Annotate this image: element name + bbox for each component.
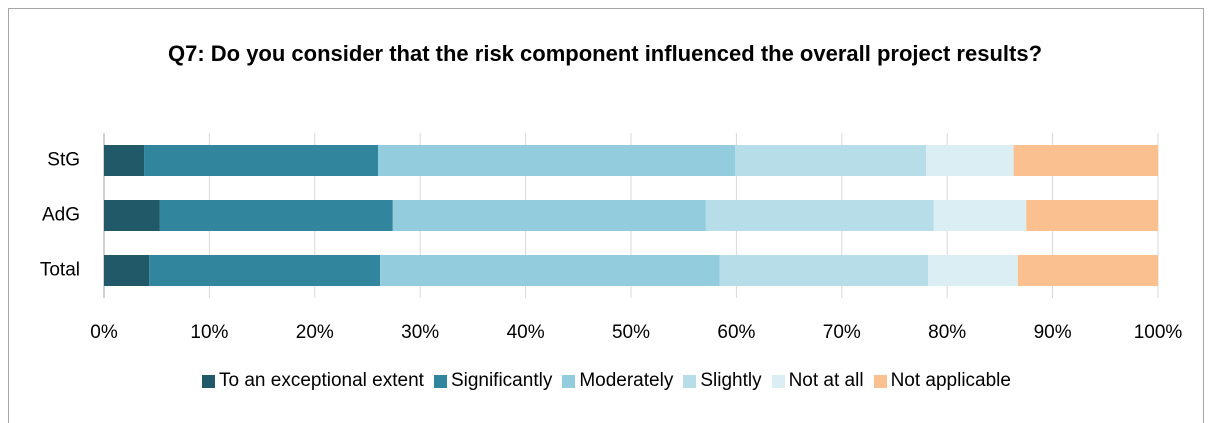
x-tick-label: 90% — [1034, 322, 1072, 343]
y-tick-label: AdG — [42, 205, 80, 226]
bar-segment — [1026, 200, 1158, 231]
bar-segment — [933, 200, 1027, 231]
bar-segment — [719, 255, 929, 286]
legend-label: To an exceptional extent — [219, 370, 424, 391]
bar-segment — [735, 145, 927, 176]
y-tick-label: Total — [40, 260, 80, 281]
x-tick-label: 70% — [823, 322, 861, 343]
legend-item: Not applicable — [873, 370, 1011, 392]
legend-swatch — [562, 374, 576, 388]
x-tick-label: 60% — [717, 322, 755, 343]
bar-segment — [928, 255, 1018, 286]
bar-segment — [104, 255, 150, 286]
legend-swatch — [683, 374, 697, 388]
legend-item: Significantly — [433, 370, 553, 392]
legend-swatch — [202, 374, 216, 388]
legend-swatch — [433, 374, 447, 388]
bar-segment — [926, 145, 1014, 176]
legend-swatch — [873, 374, 887, 388]
x-tick-label: 10% — [190, 322, 228, 343]
x-tick-label: 0% — [90, 322, 118, 343]
x-tick-label: 20% — [296, 322, 334, 343]
bar-segment — [104, 145, 145, 176]
legend-label: Not applicable — [890, 370, 1011, 391]
bar-segment — [104, 200, 160, 231]
legend-label: Slightly — [700, 370, 762, 391]
legend-label: Moderately — [579, 370, 674, 391]
bar-segment — [159, 200, 393, 231]
legend: To an exceptional extent Significantly Mod… — [0, 370, 1213, 392]
bar-segment — [144, 145, 379, 176]
x-tick-label: 30% — [401, 322, 439, 343]
legend-item: Not at all — [771, 370, 864, 392]
y-tick-label: StG — [47, 150, 80, 171]
x-tick-label: 80% — [928, 322, 966, 343]
legend-item: To an exceptional extent — [202, 370, 424, 392]
bar-segment — [705, 200, 934, 231]
chart-frame — [8, 8, 1204, 423]
bar-segment — [149, 255, 381, 286]
bar-segment — [1017, 255, 1158, 286]
legend-item: Moderately — [562, 370, 673, 392]
x-tick-label: 50% — [612, 322, 650, 343]
bar-segment — [392, 200, 706, 231]
legend-label: Significantly — [450, 370, 553, 391]
x-tick-label: 40% — [507, 322, 545, 343]
legend-label: Not at all — [788, 370, 864, 391]
legend-item: Slightly — [683, 370, 762, 392]
bar-segment — [1013, 145, 1158, 176]
x-tick-label: 100% — [1134, 322, 1183, 343]
chart-title: Q7: Do you consider that the risk compon… — [167, 41, 1043, 66]
bar-segment — [380, 255, 720, 286]
bar-segment — [378, 145, 736, 176]
legend-swatch — [771, 374, 785, 388]
